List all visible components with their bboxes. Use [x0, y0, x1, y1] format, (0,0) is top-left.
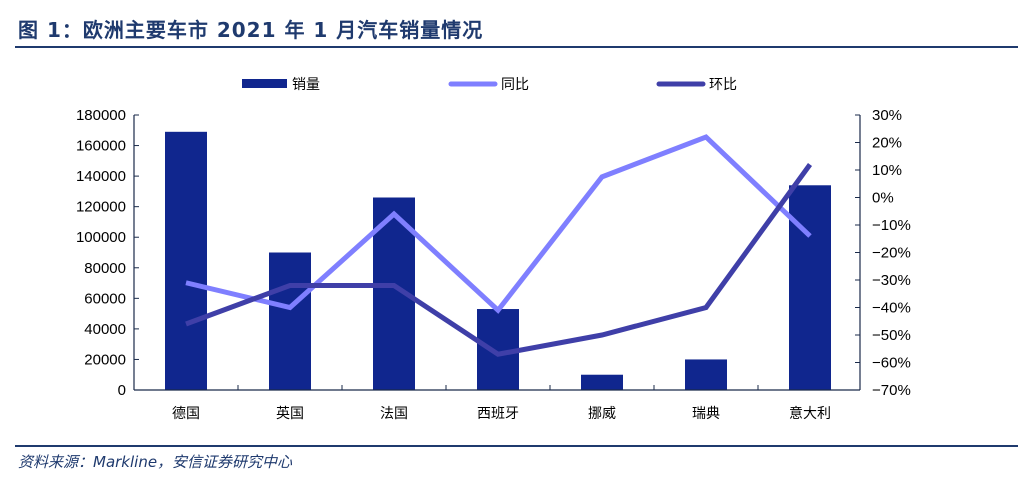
left-tick-label: 80000: [84, 260, 126, 277]
right-tick-label: −20%: [872, 245, 911, 262]
right-tick-label: −40%: [872, 300, 911, 317]
legend-label: 环比: [709, 77, 737, 93]
left-tick-label: 40000: [84, 321, 126, 338]
left-tick-label: 180000: [76, 107, 126, 124]
bar-4: [581, 374, 623, 390]
category-label: 德国: [172, 406, 200, 422]
bar-1: [269, 252, 311, 390]
bar-0: [165, 131, 207, 391]
category-label: 意大利: [789, 405, 831, 422]
bar-6: [789, 185, 831, 390]
left-tick-label: 100000: [76, 229, 126, 246]
figure-title: 图 1：欧洲主要车市 2021 年 1 月汽车销量情况: [18, 18, 484, 42]
right-tick-label: 20%: [872, 135, 902, 152]
line-mom: [185, 163, 813, 357]
right-tick-label: 10%: [872, 162, 902, 179]
right-tick-label: −30%: [872, 272, 911, 289]
right-tick-label: −60%: [872, 355, 911, 372]
right-tick-label: −50%: [872, 327, 911, 344]
source-divider: [15, 445, 1018, 447]
right-tick-label: −10%: [872, 217, 911, 234]
left-tick-label: 0: [118, 382, 126, 399]
bar-5: [685, 359, 727, 390]
category-label: 瑞典: [692, 406, 720, 422]
category-label: 西班牙: [477, 406, 519, 422]
legend-label: 同比: [501, 77, 529, 93]
line-yoy: [185, 134, 812, 314]
left-tick-label: 160000: [76, 138, 126, 155]
left-tick-label: 20000: [84, 351, 126, 368]
right-tick-label: 30%: [872, 107, 902, 124]
left-tick-label: 140000: [76, 168, 126, 185]
category-label: 法国: [380, 406, 408, 422]
category-label: 挪威: [588, 406, 616, 422]
legend-label: 销量: [292, 77, 320, 93]
right-tick-label: −70%: [872, 382, 911, 399]
source-note: 资料来源：Markline，安信证券研究中心: [18, 453, 293, 471]
category-label: 英国: [276, 405, 304, 422]
left-tick-label: 60000: [84, 290, 126, 307]
left-tick-label: 120000: [76, 199, 126, 216]
legend-swatch-0: [242, 79, 287, 88]
right-tick-label: 0%: [872, 190, 894, 207]
title-divider: [15, 46, 1018, 48]
